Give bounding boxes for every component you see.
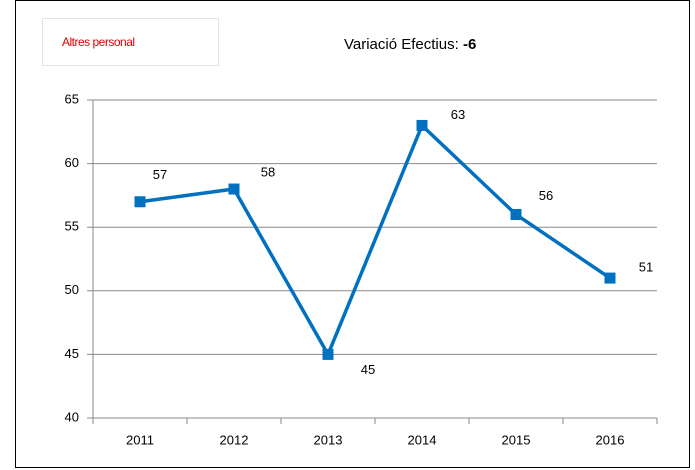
title-value: -6 <box>463 36 476 53</box>
data-label: 45 <box>361 362 375 377</box>
y-tick-label: 60 <box>65 155 79 170</box>
series-line <box>139 123 611 357</box>
data-point <box>604 272 616 284</box>
x-tick-label: 2014 <box>408 432 437 447</box>
data-label: 57 <box>153 167 167 182</box>
data-label: 58 <box>261 164 275 179</box>
y-tick-label: 55 <box>65 219 79 234</box>
label-box <box>42 18 219 66</box>
x-tick-label: 2016 <box>596 432 625 447</box>
chart-frame <box>15 0 690 468</box>
title-text: Variació Efectius: <box>344 36 459 53</box>
data-point <box>510 208 522 220</box>
data-label: 63 <box>451 107 465 122</box>
data-point <box>134 196 146 208</box>
y-tick-label: 50 <box>65 282 79 297</box>
x-tick-label: 2012 <box>220 432 249 447</box>
data-label: 56 <box>539 188 553 203</box>
y-tick-label: 40 <box>65 409 79 424</box>
x-tick-label: 2013 <box>314 432 343 447</box>
data-point <box>228 183 240 195</box>
data-point <box>322 348 334 360</box>
x-tick-label: 2011 <box>126 432 154 447</box>
series-label: Altres personal <box>62 35 135 49</box>
chart-title: Variació Efectius: -6 <box>344 36 476 53</box>
y-tick-label: 45 <box>65 346 79 361</box>
data-point <box>416 119 428 131</box>
x-tick-label: 2015 <box>502 432 531 447</box>
data-label: 51 <box>639 260 653 275</box>
y-tick-label: 65 <box>65 91 79 106</box>
